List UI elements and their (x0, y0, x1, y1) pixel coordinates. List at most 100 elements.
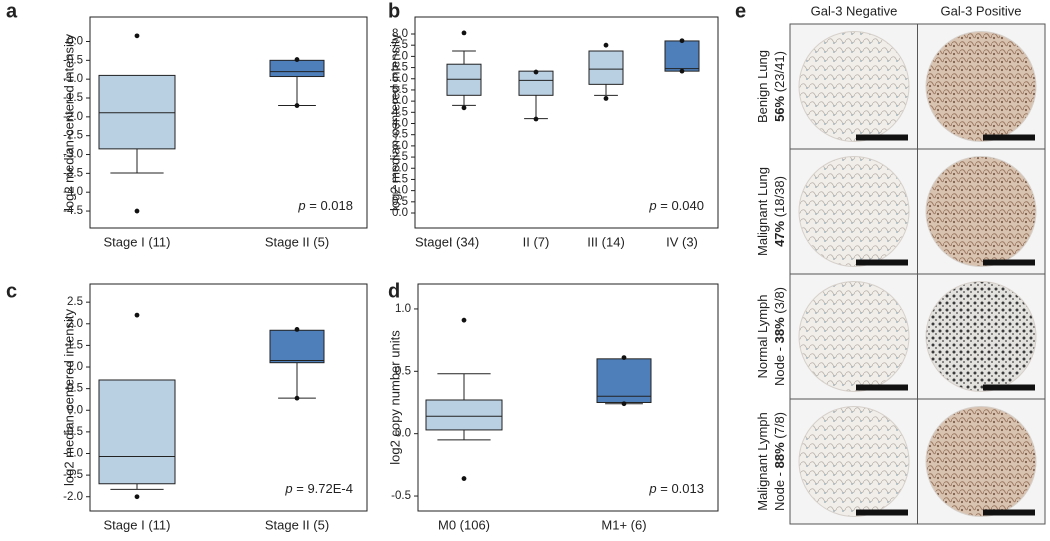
tissue-core (798, 406, 910, 517)
x-axis-title: Stage: (415, 234, 453, 249)
outlier (679, 38, 685, 44)
row-label-part: (7/8) (772, 412, 787, 442)
row-label-part: Malignant Lung (755, 167, 770, 256)
scale-bar (983, 134, 1035, 141)
column-header: Gal-3 Negative (811, 3, 898, 18)
p-text: = 9.72E-4 (293, 481, 353, 496)
y-tick-label: -3.0 (63, 149, 83, 161)
x-tick-label: II (7) (523, 234, 550, 249)
outlier (294, 327, 300, 332)
y-tick-label: 1.0 (395, 303, 411, 315)
x-tick-label: M1+ (6) (601, 517, 646, 532)
y-tick-label: -1.0 (63, 448, 83, 460)
y-tick-label: 8.0 (392, 28, 408, 40)
y-tick-label: 6.0 (392, 73, 408, 85)
y-tick-label: 0.0 (392, 207, 408, 219)
p-value: p = 9.72E-4 (284, 481, 353, 496)
row-label-part: 88% (772, 442, 787, 468)
tissue-core (925, 31, 1037, 142)
y-tick-label: -0.5 (63, 54, 83, 66)
y-axis-title: log2 median-centered intensity (61, 308, 76, 486)
scale-bar (856, 134, 908, 141)
outlier (294, 57, 300, 62)
y-tick-label: 0.0 (395, 428, 411, 440)
y-tick-label: -1.0 (63, 73, 83, 85)
row-label-part: Normal Lymph (755, 294, 770, 378)
y-axis-title: log2 copy number units (387, 330, 402, 465)
outlier (679, 68, 685, 74)
y-tick-label: 0.0 (67, 36, 83, 48)
y-tick-label: -2.0 (63, 111, 83, 123)
outlier (533, 116, 539, 122)
x-tick-label: Stage I (11) (104, 234, 171, 249)
row-label: Normal Lymph (755, 294, 770, 378)
y-axis-title: log2 median-centered intensity (387, 33, 402, 211)
x-tick-label: I (34) (449, 234, 479, 249)
p-value: p = 0.013 (648, 481, 704, 496)
p-symbol: p (284, 481, 292, 496)
box (518, 70, 554, 96)
y-tick-label: 0.0 (67, 404, 83, 416)
outlier (294, 103, 300, 108)
row-label-part: Benign Lung (755, 50, 770, 123)
plot-frame (89, 16, 368, 229)
row-label: Node - 38% (3/8) (772, 287, 787, 386)
x-tick-label: Stage II (5) (265, 234, 329, 249)
panel-letter: a (6, 0, 18, 22)
y-tick-label: -0.5 (391, 490, 411, 502)
plot-frame (89, 283, 368, 512)
box (98, 74, 176, 150)
x-tick-label: IV (3) (666, 234, 698, 249)
y-tick-label: 0.5 (67, 383, 83, 395)
row-label-part: (18/38) (772, 176, 787, 221)
y-tick-label: 4.0 (392, 118, 408, 130)
tissue-core (925, 156, 1037, 267)
row-label-part: Malignant Lymph (755, 412, 770, 511)
outlier (533, 69, 539, 75)
y-tick-label: -1.5 (63, 469, 83, 481)
x-tick-label: Stage II (5) (265, 517, 329, 532)
tissue-core (798, 31, 910, 142)
p-symbol: p (648, 198, 656, 213)
box (446, 63, 482, 96)
y-tick-label: -2.5 (63, 130, 83, 142)
y-tick-label: 5.5 (392, 84, 408, 96)
p-symbol: p (297, 198, 305, 213)
y-tick-label: -2.0 (63, 491, 83, 503)
outlier (461, 30, 467, 36)
outlier (134, 208, 140, 214)
box (98, 379, 176, 485)
row-label: Node - 88% (7/8) (772, 412, 787, 511)
y-tick-label: 1.0 (67, 361, 83, 373)
y-tick-label: 0.5 (392, 196, 408, 208)
row-label-part: 38% (772, 317, 787, 343)
y-tick-label: 2.0 (392, 162, 408, 174)
p-text: = 0.013 (657, 481, 704, 496)
y-tick-label: -4.5 (63, 205, 83, 217)
outlier (461, 476, 467, 481)
x-tick-label: III (14) (587, 234, 625, 249)
y-tick-label: 6.5 (392, 62, 408, 74)
row-label-part: Node - (772, 343, 787, 386)
y-tick-label: -3.5 (63, 167, 83, 179)
plot-frame (417, 283, 719, 512)
y-tick-label: 3.0 (392, 140, 408, 152)
outlier (134, 494, 140, 500)
outlier (621, 401, 627, 407)
panel-letter: e (735, 0, 746, 22)
box (269, 329, 325, 364)
scale-bar (983, 509, 1035, 516)
box (588, 50, 624, 85)
scale-bar (856, 259, 908, 266)
y-tick-label: 1.0 (392, 185, 408, 197)
panel-letter: c (6, 280, 17, 302)
column-header: Gal-3 Positive (941, 3, 1022, 18)
row-label: Malignant Lymph (755, 412, 770, 511)
row-label-part: 47% (772, 220, 787, 246)
image-panel: e Gal-3 Negative Gal-3 Positive Benign Lung… (735, 0, 1046, 525)
y-tick-label: 5.0 (392, 95, 408, 107)
y-tick-label: 7.5 (392, 39, 408, 51)
tissue-core (798, 281, 910, 392)
panel-letter: d (388, 280, 400, 302)
scale-bar (983, 259, 1035, 266)
